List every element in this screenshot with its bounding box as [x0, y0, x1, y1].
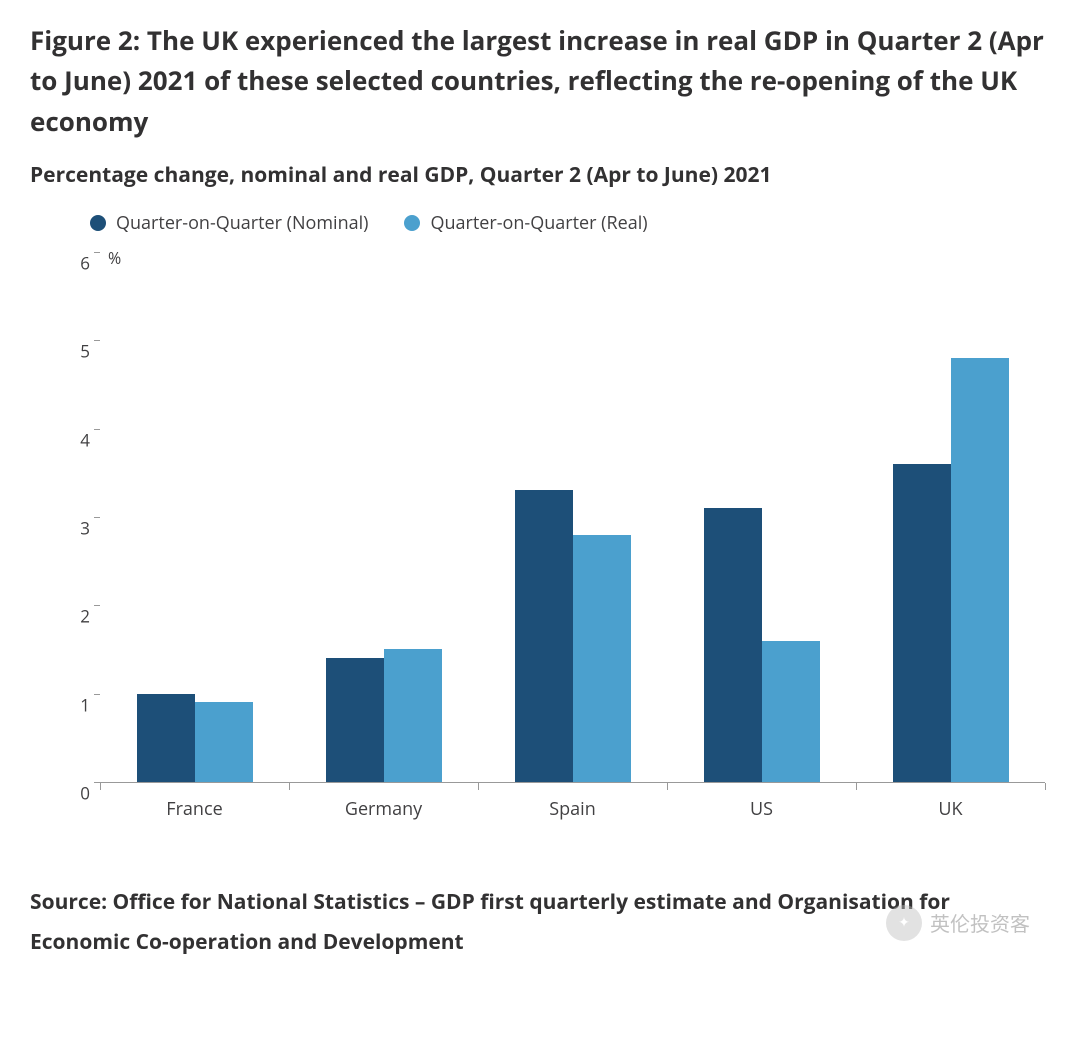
legend-swatch-icon — [90, 215, 106, 231]
bar-group — [667, 253, 856, 782]
legend-item-real: Quarter-on-Quarter (Real) — [404, 211, 647, 235]
bar-chart: % 0123456 FranceGermanySpainUSUK — [60, 243, 1050, 823]
y-tick-label: 2 — [60, 605, 100, 628]
legend-label: Quarter-on-Quarter (Nominal) — [116, 211, 368, 235]
x-tick-label: US — [667, 787, 856, 823]
bar — [893, 464, 951, 782]
x-tick-mark — [1045, 783, 1046, 790]
watermark-icon: ✦ — [886, 905, 922, 941]
y-tick-label: 1 — [60, 693, 100, 716]
bar — [515, 490, 573, 782]
plot-area — [100, 253, 1045, 783]
x-tick-label: Spain — [478, 787, 667, 823]
y-tick-label: 3 — [60, 516, 100, 539]
bar — [762, 641, 820, 782]
x-tick-label: France — [100, 787, 289, 823]
bar — [573, 535, 631, 782]
bar — [326, 658, 384, 782]
bar-group — [856, 253, 1045, 782]
x-axis-labels: FranceGermanySpainUSUK — [100, 787, 1045, 823]
legend-label: Quarter-on-Quarter (Real) — [430, 211, 647, 235]
figure-title: Figure 2: The UK experienced the largest… — [30, 20, 1050, 141]
y-tick-label: 0 — [60, 781, 100, 804]
bar — [384, 649, 442, 782]
bar — [951, 358, 1009, 782]
figure-subtitle: Percentage change, nominal and real GDP,… — [30, 161, 1050, 189]
figure-container: Figure 2: The UK experienced the largest… — [30, 20, 1050, 963]
legend-item-nominal: Quarter-on-Quarter (Nominal) — [90, 211, 368, 235]
x-tick-label: UK — [856, 787, 1045, 823]
y-tick-label: 5 — [60, 340, 100, 363]
bar-group — [478, 253, 667, 782]
bar — [137, 694, 195, 782]
bar-group — [100, 253, 289, 782]
y-tick-label: 6 — [60, 251, 100, 274]
bar-group — [289, 253, 478, 782]
bar — [195, 702, 253, 782]
legend-swatch-icon — [404, 215, 420, 231]
bar — [704, 508, 762, 782]
watermark-text: 英伦投资客 — [930, 908, 1030, 937]
y-tick-label: 4 — [60, 428, 100, 451]
x-tick-label: Germany — [289, 787, 478, 823]
watermark: ✦ 英伦投资客 — [886, 905, 1030, 941]
chart-legend: Quarter-on-Quarter (Nominal) Quarter-on-… — [30, 211, 1050, 235]
